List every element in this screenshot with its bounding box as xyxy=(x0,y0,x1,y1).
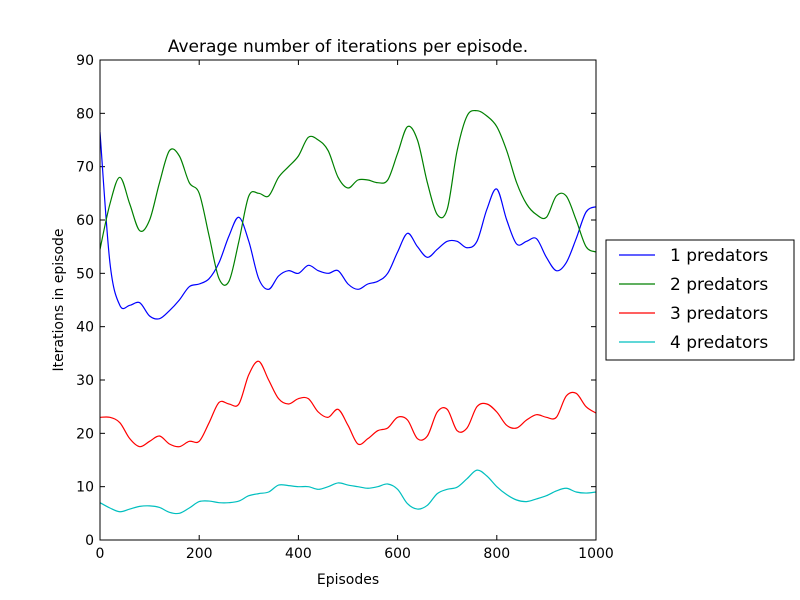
x-tick-label: 800 xyxy=(483,546,510,562)
series-lines xyxy=(100,109,596,515)
y-tick-label: 50 xyxy=(76,266,94,282)
plot-area xyxy=(100,60,596,540)
x-tick-label: 600 xyxy=(384,546,411,562)
legend-label-3: 3 predators xyxy=(670,304,768,324)
plot-frame xyxy=(99,59,597,541)
legend: 1 predators 2 predators 3 predators 4 preda… xyxy=(605,239,795,361)
y-axis-label: Iterations in episode xyxy=(51,228,67,371)
legend-box xyxy=(605,239,795,361)
x-tick-label: 200 xyxy=(186,546,213,562)
y-tick-label: 0 xyxy=(85,533,94,549)
chart-title: Average number of iterations per episode… xyxy=(168,37,528,57)
y-tick-label: 60 xyxy=(76,213,94,229)
y-tick-label: 10 xyxy=(76,480,94,496)
y-axis-ticks: 0 10 20 30 40 50 60 70 80 90 xyxy=(76,53,596,549)
legend-label-1: 1 predators xyxy=(670,246,768,266)
x-axis-label: Episodes xyxy=(317,572,379,588)
series-line-1 xyxy=(100,131,596,320)
series-line-4 xyxy=(100,469,596,515)
y-tick-label: 40 xyxy=(76,320,94,336)
x-tick-label: 0 xyxy=(96,546,105,562)
legend-label-2: 2 predators xyxy=(670,275,768,295)
x-axis-ticks: 0 200 400 600 800 1000 xyxy=(96,60,614,562)
y-tick-label: 80 xyxy=(76,106,94,122)
x-tick-label: 400 xyxy=(285,546,312,562)
x-tick-label: 1000 xyxy=(578,546,614,562)
series-line-3 xyxy=(100,360,596,448)
y-tick-label: 20 xyxy=(76,426,94,442)
y-tick-label: 30 xyxy=(76,373,94,389)
series-line-2 xyxy=(100,109,596,286)
legend-label-4: 4 predators xyxy=(670,333,768,353)
y-tick-label: 70 xyxy=(76,160,94,176)
y-tick-label: 90 xyxy=(76,53,94,69)
